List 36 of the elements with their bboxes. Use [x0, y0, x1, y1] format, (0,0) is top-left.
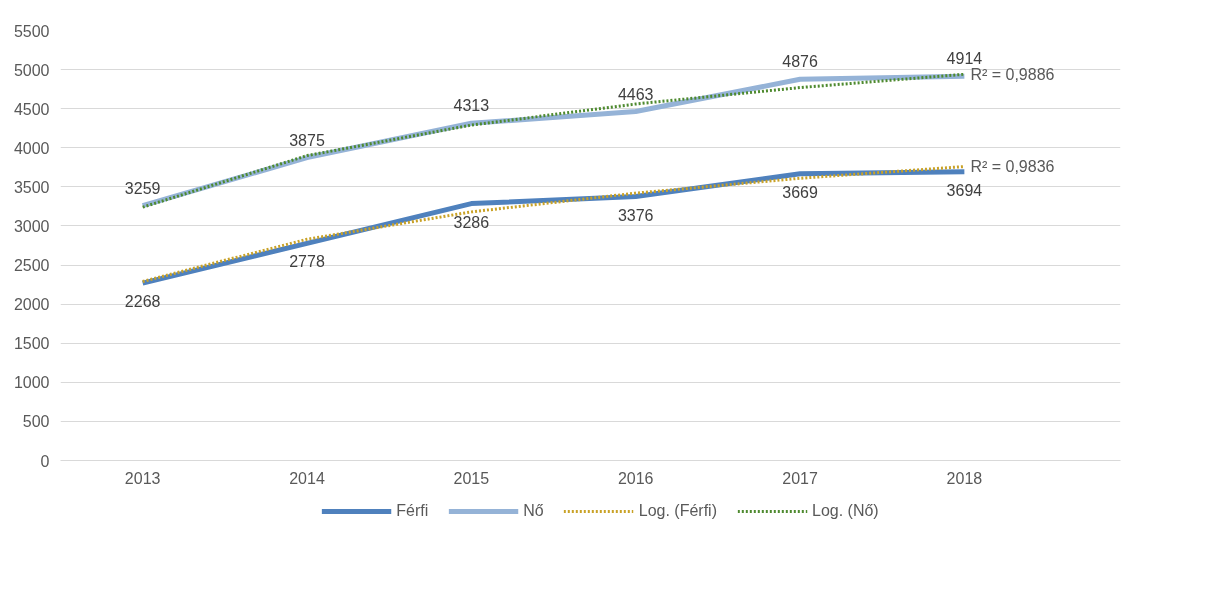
data-label: 4313	[453, 97, 490, 115]
y-tick-label: 0	[40, 452, 50, 470]
y-tick-label: 5500	[13, 22, 50, 40]
data-label: 2778	[289, 253, 325, 271]
data-label: 3875	[289, 131, 325, 149]
data-label: 4876	[782, 53, 818, 71]
x-tick-label: 2016	[617, 469, 654, 487]
data-label: 3376	[617, 206, 654, 224]
legend-label: Log. (Nő)	[812, 502, 879, 520]
annotation: R² = 0,9886	[970, 65, 1055, 83]
y-tick-label: 3000	[13, 217, 50, 235]
data-label: 4463	[617, 85, 654, 103]
legend-label: Nő	[523, 502, 544, 520]
data-label: 2268	[124, 293, 161, 311]
legend-label: Log. (Férfi)	[638, 502, 717, 520]
y-tick-label: 2000	[13, 296, 50, 314]
data-label: 3694	[946, 181, 983, 199]
x-tick-label: 2017	[782, 469, 818, 487]
data-label: 4914	[946, 50, 983, 68]
data-label: 3669	[782, 183, 818, 201]
y-tick-label: 5000	[13, 61, 50, 79]
x-tick-label: 2013	[124, 469, 161, 487]
y-tick-label: 4500	[13, 100, 50, 118]
x-tick-label: 2018	[946, 469, 983, 487]
legend-label: Férfi	[396, 502, 429, 520]
x-tick-label: 2015	[453, 469, 490, 487]
data-label: 3259	[124, 179, 161, 197]
data-label: 3286	[453, 213, 490, 231]
y-tick-label: 1000	[13, 374, 50, 392]
annotation: R² = 0,9836	[970, 158, 1055, 176]
y-tick-label: 500	[22, 413, 50, 431]
y-tick-label: 2500	[13, 257, 50, 275]
x-tick-label: 2014	[289, 469, 325, 487]
y-tick-label: 3500	[13, 178, 50, 196]
y-tick-label: 1500	[13, 335, 50, 353]
y-tick-label: 4000	[13, 139, 50, 157]
